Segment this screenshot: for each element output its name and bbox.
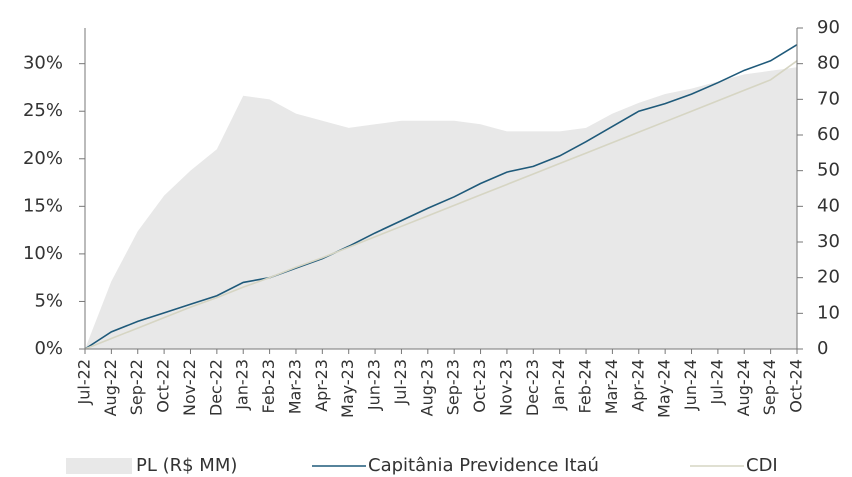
y2-tick-label: 20	[817, 267, 840, 288]
x-tick-label: Sep-22	[127, 359, 146, 415]
x-tick-label: Jun-23	[365, 359, 384, 411]
x-tick-label: Feb-23	[259, 359, 278, 413]
y2-tick-label: 0	[817, 338, 828, 359]
x-tick-label: Dec-23	[523, 359, 542, 416]
y-tick-label: 30%	[23, 53, 63, 74]
y-tick-label: 0%	[34, 338, 63, 359]
x-tick-label: Aug-24	[734, 359, 753, 416]
x-tick-label: Oct-24	[787, 359, 806, 413]
x-tick-label: Mar-23	[285, 359, 304, 414]
x-tick-label: Jun-24	[681, 359, 700, 411]
legend-swatch	[66, 458, 132, 474]
x-tick-label: Aug-23	[417, 359, 436, 416]
x-tick-label: Apr-24	[628, 359, 647, 412]
y-tick-label: 25%	[23, 100, 63, 121]
x-tick-label: Jan-24	[549, 359, 568, 411]
legend-label: Capitânia Previdence Itaú	[368, 455, 599, 476]
y-tick-label: 15%	[23, 195, 63, 216]
x-tick-label: Mar-24	[602, 359, 621, 414]
x-tick-label: Nov-22	[180, 359, 199, 416]
x-tick-label: Oct-22	[154, 359, 173, 413]
y2-tick-label: 10	[817, 302, 840, 323]
x-tick-label: Nov-23	[496, 359, 515, 416]
y-tick-label: 5%	[34, 290, 63, 311]
x-tick-label: Dec-22	[206, 359, 225, 416]
x-tick-label: Jul-24	[707, 359, 726, 405]
x-tick-label: Sep-23	[444, 359, 463, 415]
y2-tick-label: 80	[817, 53, 840, 74]
y2-tick-label: 30	[817, 231, 840, 252]
legend-label: CDI	[746, 455, 778, 476]
x-tick-label: Jul-22	[75, 359, 94, 405]
y-tick-label: 20%	[23, 148, 63, 169]
y-tick-label: 10%	[23, 243, 63, 264]
x-tick-label: Aug-22	[101, 359, 120, 416]
x-tick-label: May-24	[655, 359, 674, 418]
x-tick-label: Sep-24	[760, 359, 779, 415]
x-tick-label: Apr-23	[312, 359, 331, 412]
legend-label: PL (R$ MM)	[136, 455, 237, 476]
line	[84, 60, 798, 350]
y2-tick-label: 50	[817, 160, 840, 181]
x-tick-label: Jul-23	[391, 359, 410, 405]
y2-tick-label: 40	[817, 195, 840, 216]
y2-tick-label: 70	[817, 88, 840, 109]
line	[84, 43, 798, 350]
y2-tick-label: 90	[817, 17, 840, 38]
x-tick-label: May-23	[338, 359, 357, 418]
x-tick-label: Jan-23	[233, 359, 252, 411]
y2-tick-label: 60	[817, 124, 840, 145]
x-tick-label: Oct-23	[470, 359, 489, 413]
x-tick-label: Feb-24	[576, 359, 595, 413]
